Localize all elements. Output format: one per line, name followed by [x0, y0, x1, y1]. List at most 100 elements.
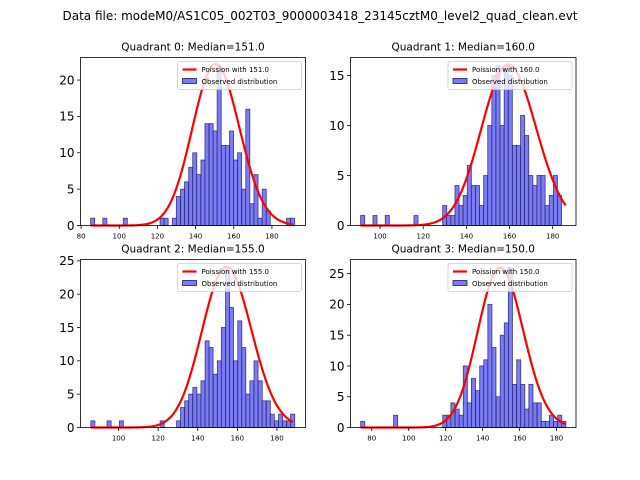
x-tick-label: 140 — [476, 435, 489, 443]
legend-box — [177, 61, 302, 90]
figure-suptitle: Data file: modeM0/AS1C05_002T03_90000034… — [62, 9, 577, 23]
histogram-bar — [544, 205, 550, 226]
histogram-bar — [393, 414, 399, 428]
x-tick-label: 160 — [513, 435, 526, 443]
histogram-bar — [470, 185, 476, 226]
legend-label-observed: Observed distribution — [202, 78, 278, 86]
histogram-bar — [261, 400, 267, 428]
histogram-bar — [196, 393, 202, 428]
histogram-bar — [548, 414, 554, 428]
x-tick-label: 180 — [550, 435, 563, 443]
subplot-title: Quadrant 0: Median=151.0 — [121, 42, 264, 54]
histogram-bar — [524, 135, 530, 226]
y-tick-label: 15 — [59, 110, 74, 124]
histogram-bar — [192, 387, 198, 428]
x-tick-label: 180 — [265, 233, 278, 241]
histogram-bar — [487, 304, 493, 428]
axes-frame — [350, 57, 577, 226]
histogram-bar — [503, 322, 509, 428]
histogram-bar — [470, 377, 476, 428]
histogram-bar — [528, 175, 534, 226]
histogram-bar — [216, 360, 222, 428]
histogram-bar — [512, 384, 517, 428]
histogram-bar — [532, 185, 538, 226]
y-tick-label: 10 — [329, 359, 344, 373]
legend-box — [177, 263, 302, 292]
histogram-bar — [180, 407, 186, 428]
x-tick-label: 100 — [113, 233, 126, 241]
x-tick-label: 180 — [270, 435, 283, 443]
subplot-title: Quadrant 2: Median=155.0 — [121, 244, 264, 256]
histogram-bar — [462, 195, 468, 226]
histogram-bar — [159, 217, 165, 226]
x-tick-label: 100 — [373, 233, 386, 241]
histogram-bar — [479, 205, 485, 226]
axes-frame — [80, 259, 306, 428]
x-tick-label: 160 — [227, 233, 240, 241]
x-tick-label: 80 — [77, 233, 86, 241]
histogram-bar — [241, 188, 247, 226]
histogram-bar — [372, 215, 378, 226]
histogram-bar — [507, 75, 513, 226]
histogram-bar — [544, 420, 550, 428]
y-tick-label: 15 — [329, 328, 344, 342]
legend: Poission with 160.0 Observed distribution — [447, 61, 573, 90]
axes-frame — [80, 57, 306, 226]
subplot-quadrant-0: Quadrant 0: Median=151.080 100 120 140 160 18… — [59, 42, 306, 241]
histogram-bar — [220, 327, 226, 428]
histogram-bar — [516, 359, 522, 428]
legend-box — [447, 61, 573, 90]
y-tick-label: 10 — [329, 119, 344, 133]
y-tick-label: 20 — [59, 73, 74, 87]
subplot-title: Quadrant 3: Median=150.0 — [392, 244, 535, 256]
x-tick-label: 80 — [367, 435, 376, 443]
histogram-bar — [511, 145, 517, 226]
histogram-bar — [450, 215, 456, 226]
histogram-bar — [204, 340, 210, 428]
legend-bar-swatch — [452, 280, 468, 286]
histogram-bar — [224, 145, 230, 226]
y-tick-label: 0 — [337, 219, 345, 233]
histogram-bar — [163, 217, 169, 226]
histogram-bar — [192, 152, 198, 226]
histogram-bar — [212, 130, 218, 226]
y-tick-label: 20 — [59, 287, 74, 301]
y-tick-label: 5 — [67, 182, 75, 196]
histogram-bar — [212, 373, 218, 428]
legend-label-poisson: Poission with 150.0 — [472, 268, 540, 276]
histogram-bar — [557, 195, 562, 226]
histogram-bar — [175, 196, 181, 226]
histogram-bar — [184, 400, 190, 428]
y-tick-label: 0 — [337, 421, 345, 435]
legend-bar-swatch — [452, 78, 468, 84]
histogram-bar — [540, 175, 546, 226]
y-tick-label: 15 — [329, 69, 344, 83]
legend-label-observed: Observed distribution — [472, 280, 548, 288]
histogram-bar — [360, 215, 366, 226]
histogram-bar — [229, 307, 234, 428]
histogram-bars — [360, 65, 562, 226]
legend: Poission with 151.0 Observed distribution — [177, 61, 302, 90]
histogram-bar — [188, 393, 194, 428]
legend: Poission with 150.0 Observed distribution — [447, 263, 573, 292]
histogram-bar — [237, 320, 243, 428]
legend-label-poisson: Poission with 160.0 — [472, 66, 540, 74]
x-tick-label: 180 — [546, 233, 559, 241]
y-tick-label: 15 — [59, 321, 74, 335]
y-tick-label: 5 — [67, 387, 75, 401]
histogram-bar — [200, 159, 206, 226]
y-tick-label: 0 — [67, 219, 75, 233]
x-tick-label: 100 — [112, 435, 125, 443]
y-tick-label: 25 — [59, 254, 74, 268]
histogram-bar — [245, 393, 251, 428]
histogram-bar — [520, 384, 526, 428]
x-tick-label: 120 — [151, 435, 164, 443]
histogram-bar — [553, 420, 558, 428]
legend: Poission with 155.0 Observed distribution — [177, 263, 302, 292]
histogram-bar — [458, 414, 464, 428]
subplot-quadrant-3: Quadrant 3: Median=150.080 100 120 140 160 18… — [329, 244, 577, 443]
histogram-bar — [495, 396, 501, 428]
histogram-bar — [491, 75, 497, 226]
x-tick-label: 160 — [503, 233, 516, 241]
